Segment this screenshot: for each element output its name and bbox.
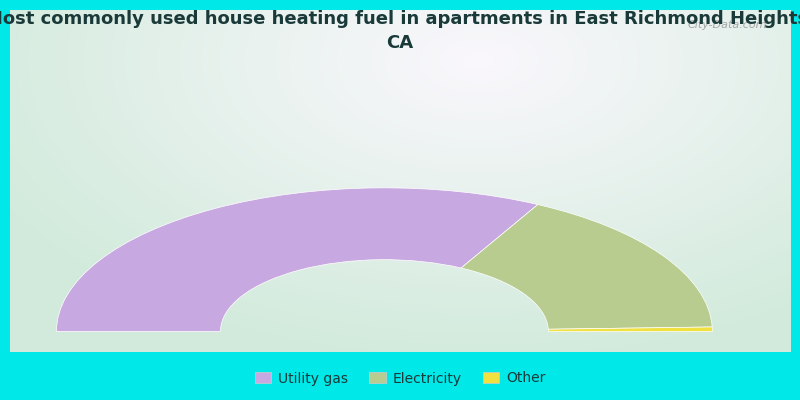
Wedge shape bbox=[548, 327, 712, 332]
Text: Most commonly used house heating fuel in apartments in East Richmond Heights,
CA: Most commonly used house heating fuel in… bbox=[0, 10, 800, 52]
Text: City-Data.com: City-Data.com bbox=[687, 20, 767, 30]
Wedge shape bbox=[57, 188, 538, 332]
Wedge shape bbox=[461, 204, 712, 329]
Legend: Utility gas, Electricity, Other: Utility gas, Electricity, Other bbox=[249, 366, 551, 391]
